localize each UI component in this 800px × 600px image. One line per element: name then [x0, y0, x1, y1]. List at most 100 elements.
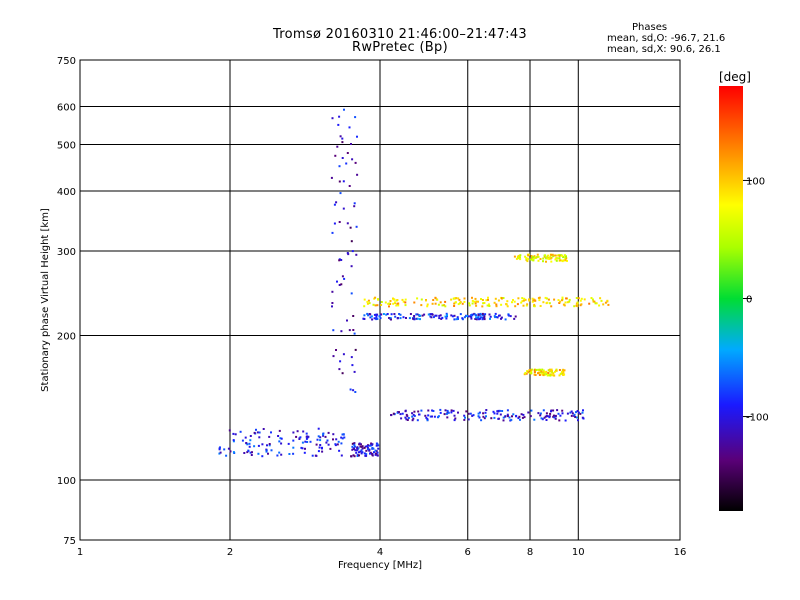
- data-point: [521, 416, 524, 419]
- data-point: [493, 412, 496, 415]
- data-point: [361, 451, 364, 454]
- data-point: [380, 301, 383, 303]
- data-point: [546, 255, 549, 258]
- data-point: [321, 447, 323, 450]
- data-point: [536, 253, 539, 256]
- data-point: [548, 374, 551, 377]
- data-point: [346, 252, 349, 254]
- data-point: [351, 442, 354, 445]
- data-point: [464, 416, 466, 419]
- data-point: [475, 304, 478, 307]
- data-point: [346, 319, 348, 322]
- data-point: [494, 316, 497, 319]
- data-point: [539, 305, 542, 307]
- data-point: [416, 419, 419, 422]
- data-point: [404, 304, 407, 307]
- data-point: [540, 370, 543, 373]
- data-point: [331, 231, 334, 234]
- data-point: [418, 314, 420, 317]
- data-point: [561, 260, 564, 263]
- data-point: [506, 300, 509, 303]
- data-point: [375, 450, 378, 453]
- data-point: [375, 316, 378, 319]
- data-point: [569, 411, 572, 414]
- data-point: [564, 256, 567, 259]
- data-point: [483, 318, 486, 321]
- colorbar-tick-label: 0: [746, 295, 752, 306]
- data-point: [408, 317, 411, 320]
- data-point: [413, 301, 416, 304]
- data-point: [352, 389, 355, 392]
- data-point: [239, 430, 242, 433]
- data-point: [405, 418, 408, 421]
- data-point: [412, 413, 415, 416]
- data-point: [350, 292, 353, 295]
- data-point: [385, 313, 388, 316]
- data-point: [547, 372, 550, 374]
- data-point: [360, 443, 362, 446]
- data-point: [325, 441, 328, 444]
- data-point: [500, 317, 502, 320]
- data-point: [563, 259, 566, 262]
- y-tick-label: 75: [63, 536, 76, 547]
- data-point: [419, 314, 422, 317]
- data-point: [549, 257, 552, 260]
- data-point: [485, 409, 488, 411]
- data-point: [225, 454, 228, 457]
- data-point: [545, 412, 548, 415]
- data-point: [537, 259, 540, 262]
- data-point: [554, 414, 557, 417]
- data-point: [363, 314, 366, 317]
- data-point: [397, 302, 400, 305]
- data-point: [374, 304, 377, 307]
- data-point: [431, 302, 434, 305]
- data-point: [420, 409, 423, 412]
- y-axis-ticks: 75 100 200 300 400 500 600 750: [57, 56, 76, 547]
- data-point: [366, 302, 369, 305]
- data-point: [575, 297, 578, 299]
- data-point: [479, 312, 482, 315]
- data-point: [426, 305, 429, 308]
- data-point: [377, 444, 380, 447]
- data-point: [360, 449, 363, 452]
- data-point: [298, 438, 301, 440]
- data-point: [561, 371, 564, 373]
- data-point: [278, 451, 281, 454]
- data-point: [390, 313, 393, 316]
- data-point: [522, 304, 525, 307]
- data-point: [367, 314, 370, 317]
- data-point: [472, 414, 475, 417]
- data-point: [407, 417, 410, 419]
- data-point: [229, 450, 232, 453]
- data-point: [350, 455, 353, 458]
- data-point: [524, 255, 527, 258]
- data-point: [463, 297, 466, 300]
- chart-subtitle: RwPretec (Bp): [352, 40, 448, 55]
- data-point: [356, 447, 359, 449]
- data-point: [562, 371, 565, 374]
- data-point: [542, 369, 545, 372]
- data-point: [592, 300, 595, 303]
- data-point: [322, 434, 325, 437]
- data-point: [509, 315, 512, 318]
- data-point: [579, 412, 582, 415]
- data-point: [533, 305, 535, 308]
- data-point: [318, 446, 321, 449]
- data-point: [339, 135, 342, 138]
- data-point: [334, 443, 337, 446]
- data-point: [488, 313, 491, 316]
- data-point: [400, 417, 403, 420]
- data-point: [292, 452, 295, 455]
- data-point: [550, 305, 553, 308]
- x-axis-label: Frequency [MHz]: [338, 560, 422, 571]
- data-point: [280, 442, 283, 445]
- data-point: [552, 372, 555, 375]
- data-point: [434, 296, 437, 299]
- data-point: [477, 318, 480, 321]
- data-point: [575, 304, 578, 307]
- data-point: [368, 302, 371, 305]
- data-point: [580, 303, 583, 306]
- data-point: [570, 410, 573, 413]
- data-point: [525, 372, 528, 375]
- data-point: [357, 447, 360, 450]
